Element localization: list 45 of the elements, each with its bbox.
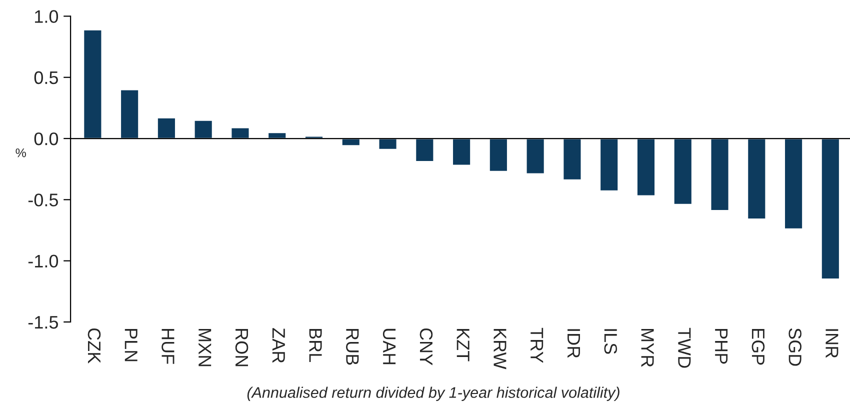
bar	[414, 138, 435, 162]
bar	[710, 138, 730, 212]
x-tick-label: INR	[826, 329, 838, 358]
y-tick-label: 0.0	[34, 132, 58, 146]
bar	[599, 138, 620, 192]
bar	[820, 138, 840, 280]
x-tick-label: RON	[235, 329, 248, 366]
bar	[488, 138, 508, 172]
x-tick-label: CZK	[88, 328, 101, 364]
x-tick-label: UAH	[382, 328, 396, 364]
y-axis-title: %	[16, 148, 26, 158]
x-tick-label: PLN	[124, 329, 138, 362]
x-tick-label: ZAR	[272, 328, 285, 363]
y-tick-label: -1.0	[28, 254, 58, 268]
bar	[746, 138, 767, 220]
x-tick-label: RUB	[346, 329, 359, 365]
x-tick-label: KZT	[456, 329, 470, 362]
x-tick-label: MYR	[641, 329, 654, 367]
bar	[193, 119, 214, 140]
x-tick-label: KRW	[494, 329, 506, 370]
bar	[452, 138, 472, 166]
bar	[82, 28, 103, 140]
x-tick-label: TWD	[678, 328, 691, 368]
bar	[525, 138, 546, 175]
bar	[156, 117, 176, 140]
x-tick-label: MXN	[198, 329, 212, 366]
x-tick-label: EGP	[752, 329, 765, 365]
bar	[784, 138, 804, 230]
x-tick-label: ILS	[604, 329, 618, 354]
x-tick-label: CNY	[420, 328, 433, 366]
y-tick-label: -0.5	[28, 194, 58, 206]
y-tick-label: -1.5	[28, 316, 58, 329]
x-tick-label: HUF	[162, 329, 174, 364]
bar	[672, 138, 693, 206]
y-tick-label: 1.0	[35, 10, 58, 23]
bar	[120, 88, 140, 140]
x-tick-label: TRY	[530, 328, 544, 363]
bar	[636, 138, 656, 197]
x-tick-label: BRL	[309, 329, 322, 362]
x-tick-label: IDR	[568, 329, 580, 358]
x-tick-label: SGD	[788, 328, 802, 366]
y-tick-label: 0.5	[34, 71, 58, 84]
text: (Annualised return divided by 1-year historical volatility)	[247, 386, 620, 401]
bar	[562, 138, 582, 181]
x-tick-label: PHP	[715, 329, 728, 364]
